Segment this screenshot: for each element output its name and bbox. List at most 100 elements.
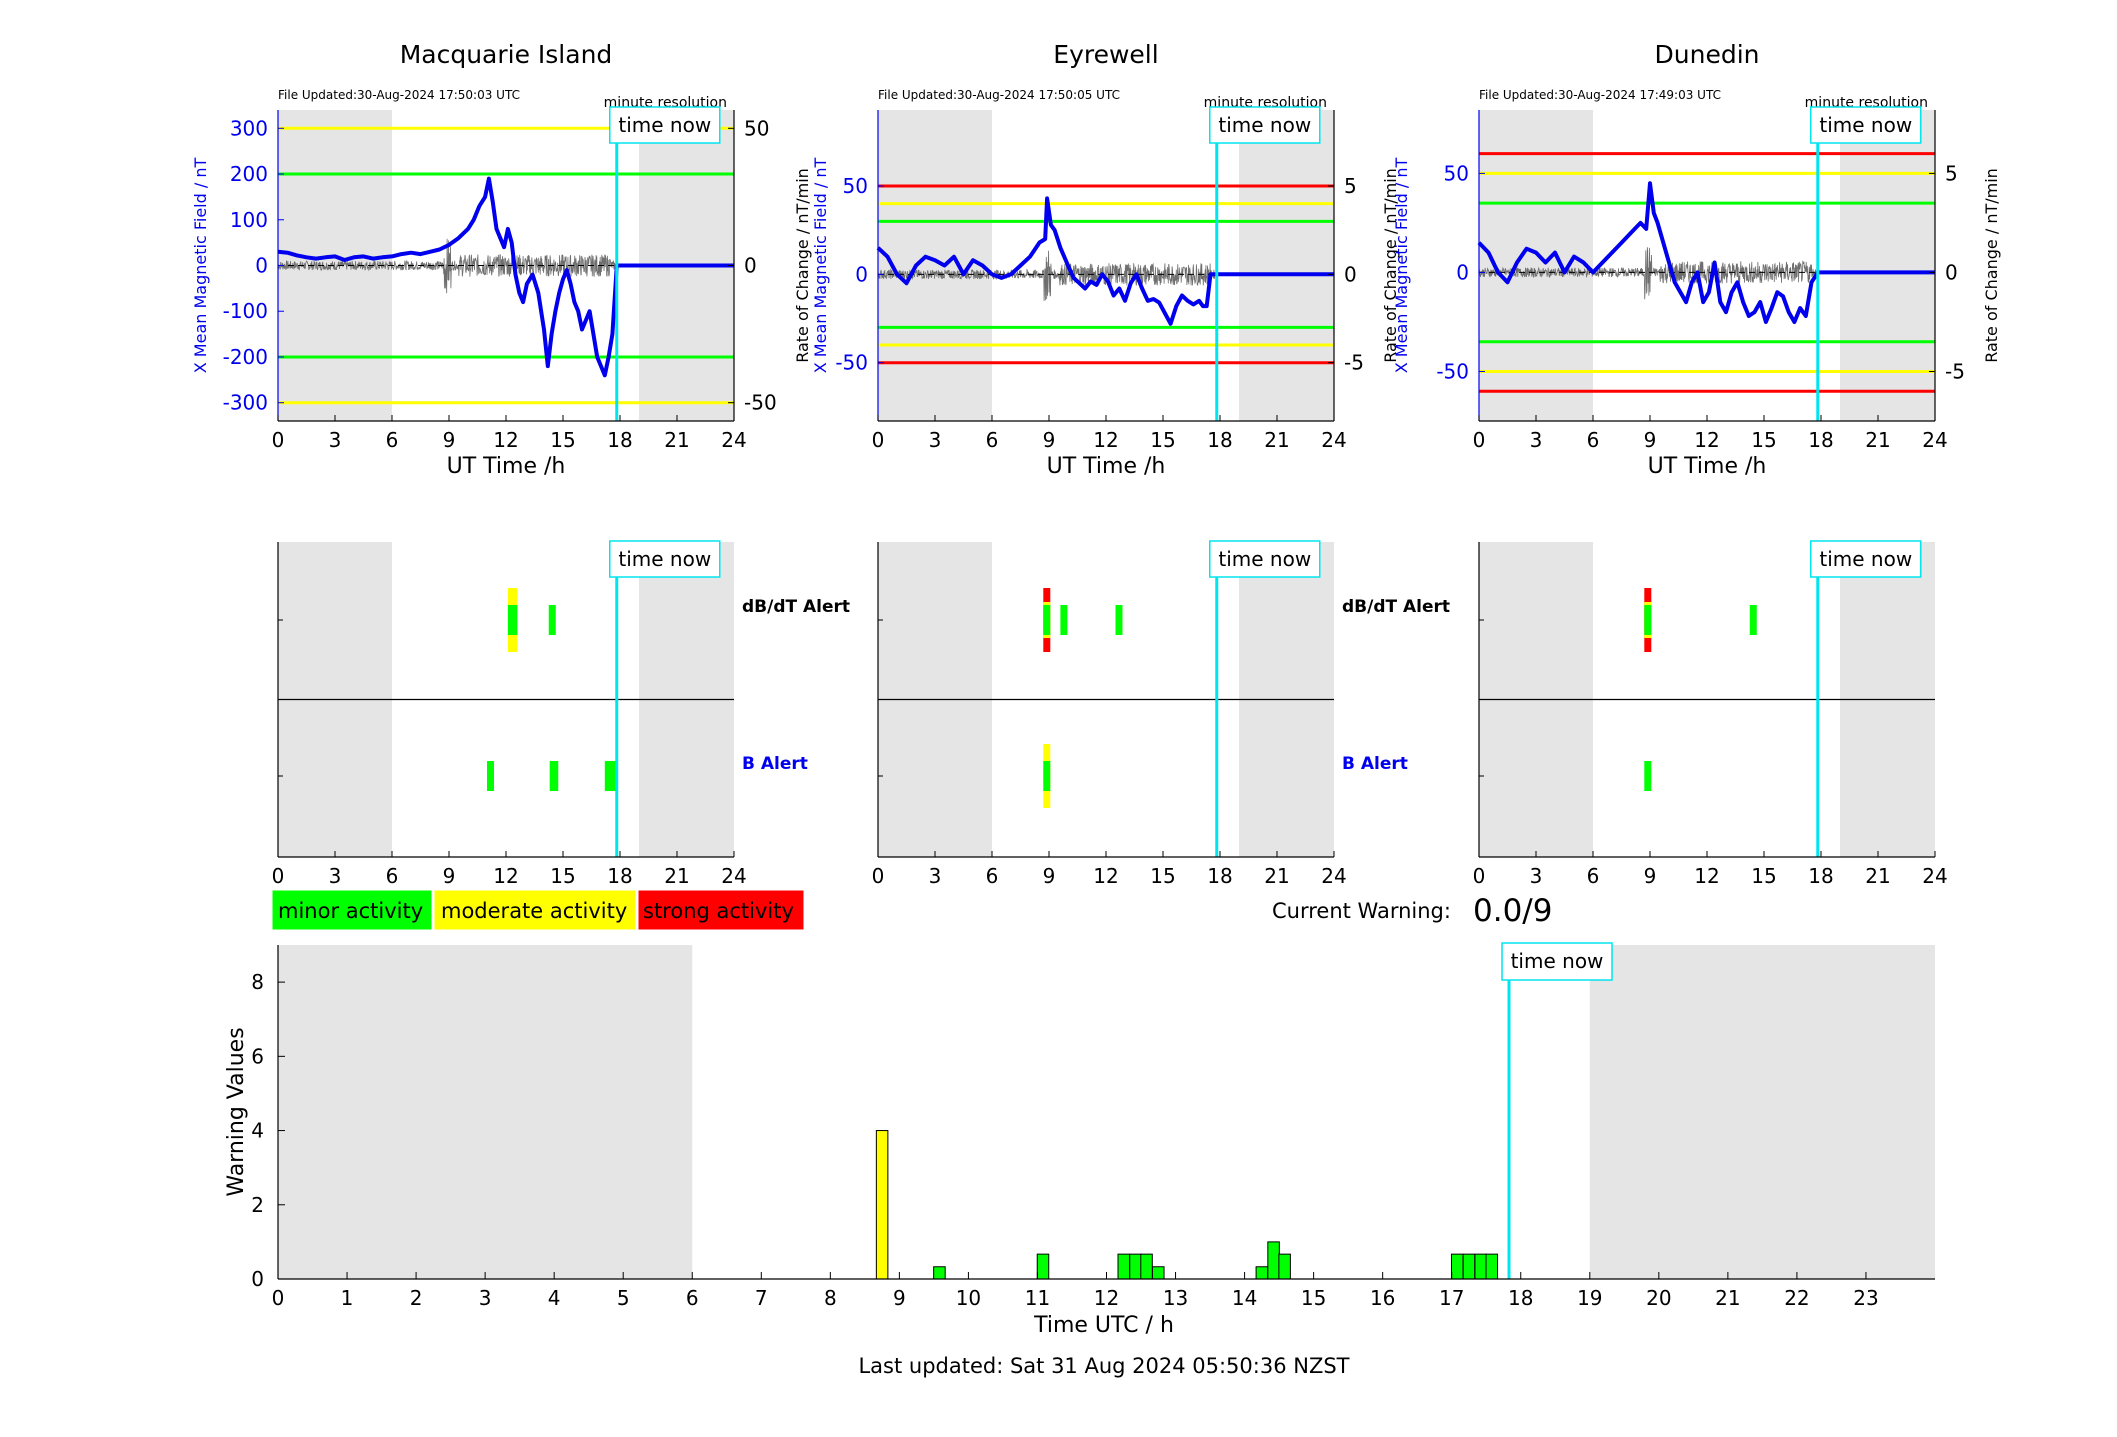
right-tick-label: 0 (744, 254, 757, 278)
alert-segment (604, 761, 617, 791)
field-series-line (876, 196, 1334, 326)
x-tick-label: 21 (1715, 1286, 1740, 1310)
current-warning: Current Warning: 0.0/9 (1272, 893, 1552, 929)
right-tick-label: -5 (1344, 351, 1364, 375)
y-tick-label: 8 (251, 970, 264, 994)
time-now-box (1501, 942, 1613, 981)
time-now-label: time now (1218, 113, 1311, 137)
x-tick-label: 3 (1530, 428, 1543, 452)
last-updated-footer: Last updated: Sat 31 Aug 2024 05:50:36 N… (858, 1354, 1349, 1378)
x-tick-label: 6 (386, 864, 399, 888)
file-updated-text: File Updated:30-Aug-2024 17:50:05 UTC (878, 88, 1120, 102)
x-tick-label: 15 (550, 864, 575, 888)
x-tick-label: 18 (1207, 428, 1232, 452)
right-tick-label: 5 (1344, 174, 1357, 198)
alert-segment (1644, 605, 1652, 635)
x-tick-label: 15 (1301, 1286, 1326, 1310)
alert-panel-1: time now 0 3 6 9 12 15 18 21 24 dB/dT Alert B Alert (872, 540, 1450, 888)
warning-bar (875, 1130, 889, 1280)
x-tick-label: 7 (755, 1286, 768, 1310)
legend-moderate-swatch (433, 889, 637, 931)
field-series-line (1477, 181, 1935, 324)
x-tick-label: 5 (617, 1286, 630, 1310)
x-tick-label: 1 (341, 1286, 354, 1310)
left-tick-label: -100 (223, 299, 268, 323)
warning-bar (1117, 1253, 1131, 1280)
warning-bar (1152, 1266, 1165, 1280)
night-shading (1589, 945, 1935, 1279)
x-tick-label: 8 (824, 1286, 837, 1310)
right-axis-label: Rate of Change / nT/min (1381, 168, 1400, 363)
x-tick-label: 15 (1751, 864, 1776, 888)
left-tick-label: 300 (230, 116, 268, 140)
alert-segment (549, 761, 559, 791)
current-warning-value: 0.0/9 (1473, 893, 1552, 929)
x-tick-label: 21 (1264, 428, 1289, 452)
alert-panel-0: time now 0 3 6 9 12 15 18 21 24 dB/dT Alert B Alert (272, 540, 850, 888)
night-shading (1239, 110, 1334, 421)
rate-of-change-trace (1478, 247, 1818, 300)
x-axis-label: UT Time /h (1648, 454, 1767, 479)
right-axis-label: Rate of Change / nT/min (1982, 168, 2001, 363)
x-axis-label: UT Time /h (447, 454, 566, 479)
x-tick-label: 21 (1865, 864, 1890, 888)
left-tick-label: 0 (255, 254, 268, 278)
time-now-box (609, 106, 721, 144)
alert-segment (548, 605, 556, 635)
x-tick-label: 15 (1150, 864, 1175, 888)
x-tick-label: 12 (1694, 428, 1719, 452)
x-tick-label: 12 (493, 428, 518, 452)
x-tick-label: 12 (1694, 864, 1719, 888)
x-tick-label: 24 (721, 864, 746, 888)
x-tick-label: 2 (410, 1286, 423, 1310)
x-tick-label: 24 (1321, 428, 1346, 452)
right-tick-label: -50 (744, 391, 777, 415)
legend-strong-label: strong activity (643, 899, 794, 923)
x-tick-label: 23 (1853, 1286, 1878, 1310)
warning-bar (1485, 1253, 1499, 1280)
warning-bar (1036, 1253, 1050, 1280)
warning-bar (1450, 1253, 1464, 1280)
x-tick-label: 16 (1370, 1286, 1395, 1310)
x-tick-label: 0 (1473, 428, 1486, 452)
right-tick-label: 0 (1945, 260, 1958, 284)
x-tick-label: 20 (1646, 1286, 1671, 1310)
warning-bar (933, 1266, 946, 1280)
x-tick-label: 24 (1922, 864, 1947, 888)
current-warning-label: Current Warning: (1272, 899, 1451, 923)
alert-segment (1115, 605, 1123, 635)
x-tick-label: 12 (1093, 864, 1118, 888)
time-now-label: time now (1819, 113, 1912, 137)
warning-bar (1255, 1266, 1269, 1280)
warning-bar (1462, 1253, 1476, 1280)
x-tick-label: 22 (1784, 1286, 1809, 1310)
y-axis-label: Warning Values (224, 1027, 249, 1196)
right-tick-label: 50 (744, 116, 769, 140)
left-axis-label: X Mean Magnetic Field / nT (1392, 158, 1411, 374)
x-tick-label: 9 (1043, 428, 1056, 452)
x-tick-label: 19 (1577, 1286, 1602, 1310)
left-tick-label: 200 (230, 162, 268, 186)
x-tick-label: 17 (1439, 1286, 1464, 1310)
x-tick-label: 3 (1530, 864, 1543, 888)
x-tick-label: 3 (929, 428, 942, 452)
left-tick-label: 0 (1456, 260, 1469, 284)
alert-segment (487, 761, 494, 791)
x-tick-label: 18 (607, 428, 632, 452)
b-alert-label: B Alert (1342, 754, 1408, 774)
warning-bar (1129, 1253, 1142, 1280)
left-axis-label-secondary: Rate of Change / nT/min (793, 168, 812, 363)
rate-of-change-trace (277, 238, 617, 294)
dbdt-alert-label: dB/dT Alert (1342, 597, 1450, 617)
left-tick-label: 50 (843, 174, 868, 198)
station-title: Dunedin (1655, 40, 1760, 69)
x-tick-label: 6 (1587, 428, 1600, 452)
x-tick-label: 3 (479, 1286, 492, 1310)
x-tick-label: 4 (548, 1286, 561, 1310)
x-tick-label: 21 (664, 428, 689, 452)
x-tick-label: 0 (272, 1286, 285, 1310)
x-tick-label: 18 (1808, 428, 1833, 452)
time-now-label: time now (618, 113, 711, 137)
alert-segment (1749, 605, 1757, 635)
